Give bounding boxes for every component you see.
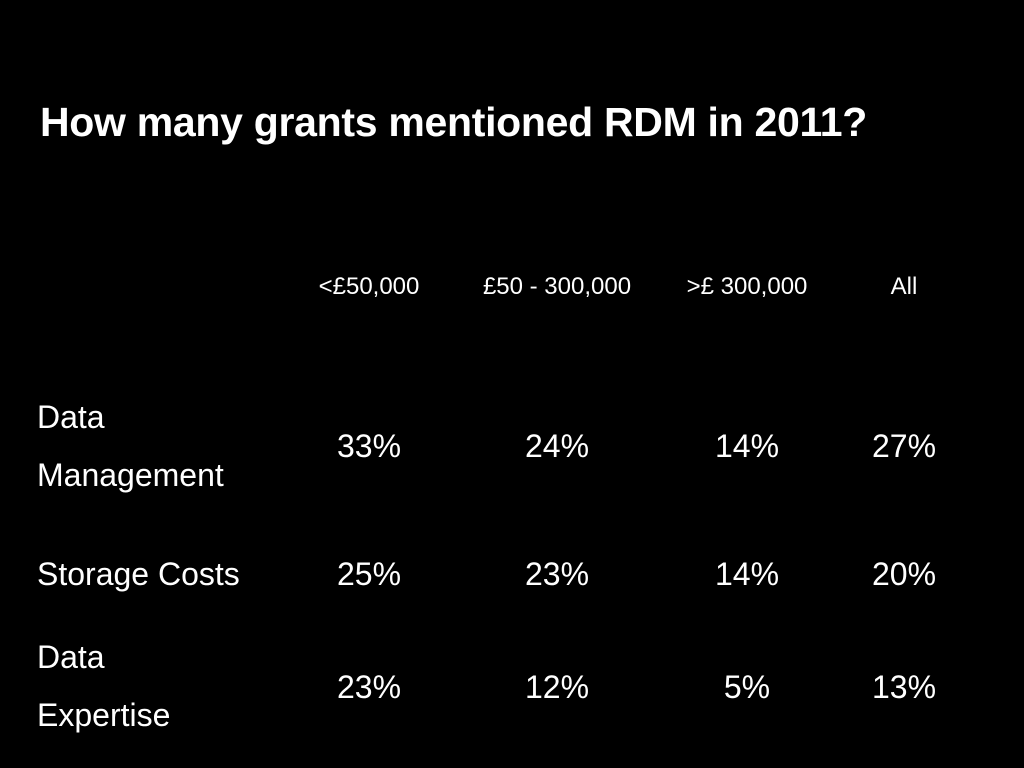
- row-label-storage-costs: Storage Costs: [37, 545, 240, 603]
- table-cell: 20%: [871, 555, 937, 592]
- table-cell: 24%: [524, 427, 590, 464]
- row-label-line: Management: [37, 457, 224, 493]
- table-cell: 23%: [336, 668, 402, 705]
- row-label-data-expertise: Data Expertise: [37, 628, 170, 744]
- table-cell: 33%: [336, 427, 402, 464]
- row-label-line: Data: [37, 399, 105, 435]
- table-cell: 25%: [336, 555, 402, 592]
- row-label-line: Expertise: [37, 697, 171, 733]
- table-cell: 14%: [714, 555, 780, 592]
- row-label-line: Storage Costs: [37, 556, 240, 592]
- column-header-under-50k: <£50,000: [318, 273, 420, 300]
- table-cell: 13%: [871, 668, 937, 705]
- table-cell: 14%: [714, 427, 780, 464]
- row-label-data-management: Data Management: [37, 388, 224, 504]
- row-label-line: Data: [37, 639, 105, 675]
- table-cell: 23%: [524, 555, 590, 592]
- slide-title: How many grants mentioned RDM in 2011?: [40, 99, 867, 145]
- table-cell: 27%: [871, 427, 937, 464]
- table-cell: 12%: [524, 668, 590, 705]
- column-header-over-300k: >£ 300,000: [686, 273, 808, 300]
- table-cell: 5%: [723, 668, 771, 705]
- column-header-50k-300k: £50 - 300,000: [482, 273, 632, 300]
- column-header-all: All: [890, 273, 918, 300]
